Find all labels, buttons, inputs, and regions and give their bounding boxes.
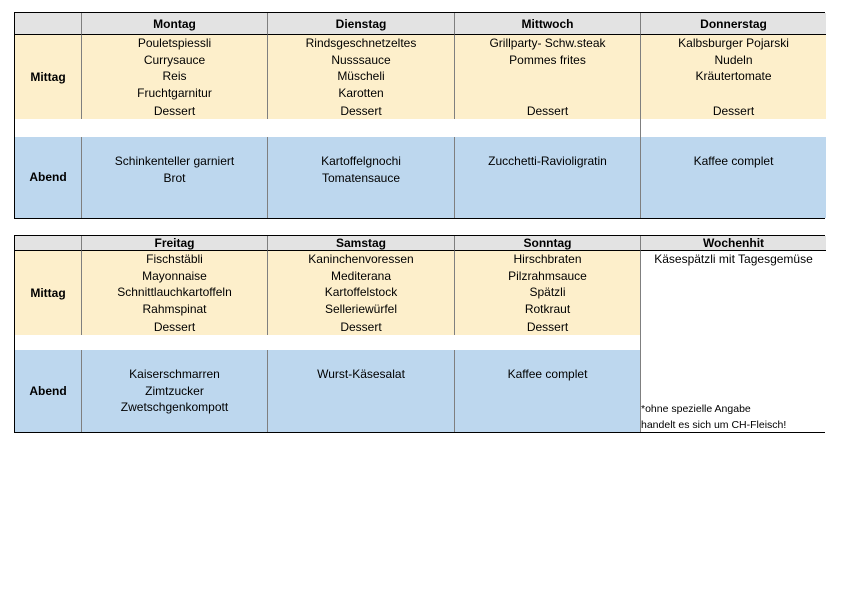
dish: Wurst-Käsesalat (317, 367, 405, 381)
dish: Zwetschgenkompott (120, 400, 229, 414)
row-label-dinner: Abend (15, 137, 81, 218)
dinner-cell-sunday: Kaffee complet (454, 350, 640, 432)
spacer-row (81, 119, 267, 137)
dish: Currysauce (143, 52, 206, 67)
dish: Kräutertomate (695, 69, 772, 83)
day-header-thursday: Donnerstag (640, 13, 826, 35)
dessert: Dessert (340, 103, 382, 118)
day-header-saturday: Samstag (267, 236, 454, 251)
dish: Rahmspinat (142, 301, 207, 316)
dish: Nudeln (714, 52, 753, 67)
dish: Fruchtgarnitur (137, 85, 212, 100)
menu-table-week2: Freitag Samstag Sonntag Wochenhit Mittag… (14, 235, 826, 433)
spacer-row (640, 119, 826, 137)
spacer-row (454, 335, 640, 350)
lunch-cell-thursday: Kalbsburger Pojarski Nudeln Kräutertomat… (640, 35, 826, 119)
dish: Pouletspiessli (137, 36, 212, 50)
dish: Zimtzucker (145, 383, 204, 398)
dinner-cell-thursday: Kaffee complet (640, 137, 826, 218)
spacer-row (267, 335, 454, 350)
dish: Kaninchenvoressen (308, 252, 414, 266)
dessert: Dessert (340, 319, 382, 334)
dessert: Dessert (526, 103, 569, 118)
dish: Reis (162, 69, 187, 83)
lunch-cell-tuesday: Rindsgeschnetzeltes Nusssauce Müscheli K… (267, 35, 454, 119)
dessert: Dessert (712, 103, 755, 118)
dish: Spätzli (529, 285, 566, 299)
dish: Rindsgeschnetzeltes (305, 36, 417, 50)
day-header-tuesday: Dienstag (267, 13, 454, 35)
menu-table-week1: Montag Dienstag Mittwoch Donnerstag Mitt… (14, 12, 826, 219)
dish: Kaffee complet (507, 367, 588, 381)
dinner-cell-monday: Schinkenteller garniert Brot (81, 137, 267, 218)
dish: Karotten (338, 85, 384, 100)
lunch-cell-monday: Pouletspiessli Currysauce Reis Fruchtgar… (81, 35, 267, 119)
dish: Tomatensauce (321, 170, 401, 185)
dish: Pilzrahmsauce (508, 268, 587, 283)
day-header-friday: Freitag (81, 236, 267, 251)
row-label-lunch: Mittag (15, 35, 81, 119)
spacer-row (267, 119, 454, 137)
dessert: Dessert (153, 319, 196, 334)
dish: Brot (163, 170, 186, 185)
dish: Hirschbraten (513, 252, 582, 266)
header-corner (15, 13, 81, 35)
dish: Pommes frites (509, 52, 586, 67)
dessert: Dessert (526, 319, 569, 334)
weekly-hit-dish: Käsespätzli mit Tagesgemüse (654, 252, 813, 266)
spacer-row (15, 335, 81, 350)
meat-origin-footnote: *ohne spezielle Angabe handelt es sich u… (641, 401, 786, 433)
footnote-line: handelt es sich um CH-Fleisch! (641, 419, 787, 431)
lunch-cell-wednesday: Grillparty- Schw.steak Pommes frites Des… (454, 35, 640, 119)
row-label-lunch: Mittag (15, 251, 81, 335)
day-header-wednesday: Mittwoch (454, 13, 640, 35)
spacer-row (81, 335, 267, 350)
dinner-cell-wednesday: Zucchetti-Ravioligratin (454, 137, 640, 218)
dish: Schnittlauchkartoffeln (117, 285, 232, 299)
dish: Rotkraut (524, 301, 571, 316)
lunch-cell-saturday: Kaninchenvoressen Mediterana Kartoffelst… (267, 251, 454, 335)
spacer-row (454, 119, 640, 137)
dish: Zucchetti-Ravioligratin (488, 154, 607, 168)
dish: Fischstäbli (146, 252, 203, 266)
dish: Nusssauce (331, 52, 391, 67)
dish: Schinkenteller garniert (114, 154, 235, 168)
dish: Selleriewürfel (324, 301, 398, 316)
dish: Kartoffelgnochi (321, 154, 401, 168)
lunch-cell-sunday: Hirschbraten Pilzrahmsauce Spätzli Rotkr… (454, 251, 640, 335)
dinner-cell-friday: Kaiserschmarren Zimtzucker Zwetschgenkom… (81, 350, 267, 432)
header-corner (15, 236, 81, 251)
day-header-sunday: Sonntag (454, 236, 640, 251)
dish: Mayonnaise (142, 268, 207, 283)
dish: Kalbsburger Pojarski (678, 36, 789, 50)
dinner-cell-saturday: Wurst-Käsesalat (267, 350, 454, 432)
lunch-cell-friday: Fischstäbli Mayonnaise Schnittlauchkarto… (81, 251, 267, 335)
dinner-cell-tuesday: Kartoffelgnochi Tomatensauce (267, 137, 454, 218)
dish: Kartoffelstock (324, 285, 398, 299)
weekly-hit-cell: Käsespätzli mit Tagesgemüse (640, 251, 826, 432)
day-header-monday: Montag (81, 13, 267, 35)
dessert: Dessert (153, 103, 196, 118)
spacer-row (15, 119, 81, 137)
dish: Mediterana (330, 268, 392, 283)
weekly-hit-header: Wochenhit (640, 236, 826, 251)
dish: Grillparty- Schw.steak (489, 36, 606, 50)
footnote-line: *ohne spezielle Angabe (641, 403, 751, 415)
dish: Müscheli (337, 69, 385, 83)
dish: Kaiserschmarren (129, 367, 220, 381)
dish: Kaffee complet (693, 154, 774, 168)
row-label-dinner: Abend (15, 350, 81, 432)
